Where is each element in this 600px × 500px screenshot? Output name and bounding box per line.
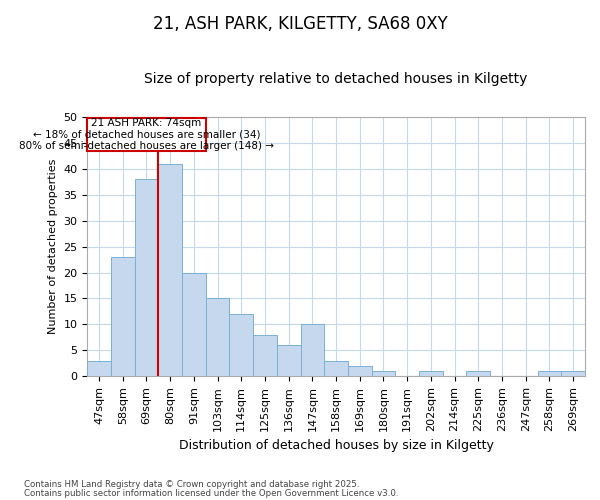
Bar	[87, 361, 111, 376]
Title: Size of property relative to detached houses in Kilgetty: Size of property relative to detached ho…	[145, 72, 528, 86]
Bar	[229, 314, 253, 376]
Text: 21, ASH PARK, KILGETTY, SA68 0XY: 21, ASH PARK, KILGETTY, SA68 0XY	[152, 15, 448, 33]
Bar	[206, 298, 229, 376]
Bar	[324, 361, 348, 376]
Bar	[301, 324, 324, 376]
Bar	[419, 371, 443, 376]
Bar	[277, 345, 301, 376]
Bar	[182, 272, 206, 376]
Text: 21 ASH PARK: 74sqm
← 18% of detached houses are smaller (34)
80% of semi-detache: 21 ASH PARK: 74sqm ← 18% of detached hou…	[19, 118, 274, 151]
Bar	[561, 371, 585, 376]
Bar	[538, 371, 561, 376]
Bar	[87, 118, 206, 150]
Bar	[158, 164, 182, 376]
X-axis label: Distribution of detached houses by size in Kilgetty: Distribution of detached houses by size …	[179, 440, 494, 452]
Bar	[134, 179, 158, 376]
Text: Contains HM Land Registry data © Crown copyright and database right 2025.: Contains HM Land Registry data © Crown c…	[24, 480, 359, 489]
Bar	[348, 366, 371, 376]
Bar	[371, 371, 395, 376]
Bar	[253, 335, 277, 376]
Y-axis label: Number of detached properties: Number of detached properties	[48, 159, 58, 334]
Bar	[111, 257, 134, 376]
Bar	[466, 371, 490, 376]
Text: Contains public sector information licensed under the Open Government Licence v3: Contains public sector information licen…	[24, 488, 398, 498]
